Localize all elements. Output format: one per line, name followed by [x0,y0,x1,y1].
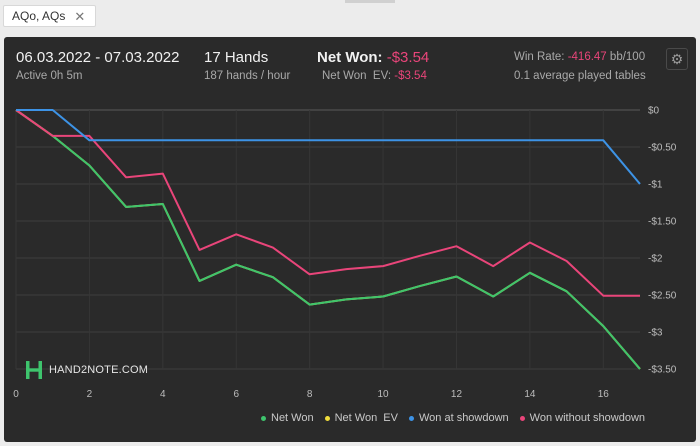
date-range: 06.03.2022 - 07.03.2022 [16,49,180,66]
net-won-value: -$3.54 [386,49,430,66]
x-tick-label: 2 [87,389,93,400]
win-rate-unit: bb/100 [609,51,646,63]
y-tick-label: -$1 [648,180,663,191]
x-tick-label: 8 [307,389,313,400]
x-tick-label: 4 [160,389,166,400]
y-tick-label: $0 [648,106,660,117]
net-won-ev-summary: Net Won EV: -$3.54 [322,70,427,82]
series-layer [15,109,641,370]
series-line-won-at-showdown [16,109,641,185]
legend-label: Won without showdown [529,412,646,424]
win-rate-label: Win Rate: [514,51,565,63]
net-won-summary: Net Won: -$3.54 [317,49,429,66]
legend-dot-icon [408,415,414,421]
win-rate-value: -416.47 [567,51,607,63]
legend-dot-icon [261,415,266,421]
watermark-text: HAND2NOTE.COM [49,364,149,376]
y-tick-label: -$3.50 [648,365,677,376]
y-axis-ticks: $0 -$0.50 -$1 -$1.50 -$2 -$2.50 -$3 -$3.50 [648,106,677,376]
active-time: Active 0h 5m [16,70,83,82]
hand2note-watermark: HAND2NOTE.COM [24,360,148,380]
stats-graph-panel: 06.03.2022 - 07.03.2022 Active 0h 5m 17 … [4,37,696,442]
chart-legend: Net Won Net Won EV Won at showdown Won with… [261,412,645,424]
hand-filter-chip[interactable]: AQo, AQs ✕ [3,5,97,27]
line-chart: $0 -$0.50 -$1 -$1.50 -$2 -$2.50 -$3 -$3.50 0 2 4 6… [13,106,677,401]
top-tab-indicator [345,0,395,3]
net-won-ev-label: Net Won EV: [322,70,392,82]
average-tables: 0.1 average played tables [514,70,646,82]
legend-dot-icon [519,415,525,421]
y-tick-label: -$0.50 [648,143,677,154]
hands-count: 17 Hands [204,49,269,66]
legend-item[interactable]: Won at showdown [408,412,509,424]
hand2note-logo-icon [26,361,42,379]
series-line-net-won-ev [15,109,641,370]
y-tick-label: -$3 [648,328,663,339]
close-icon[interactable]: ✕ [74,8,86,24]
net-won-ev-value: -$3.54 [394,70,427,82]
series-line-net-won [15,109,641,370]
hand-filter-label: AQo, AQs [12,9,66,23]
grid-layer [15,109,640,370]
legend-label: Won at showdown [418,412,509,424]
x-tick-label: 14 [524,389,536,400]
win-rate: Win Rate: -416.47 bb/100 [514,51,645,63]
legend-item[interactable]: Net Won [261,412,314,424]
hands-per-hour: 187 hands / hour [204,70,291,82]
y-tick-label: -$1.50 [648,217,677,228]
legend-item[interactable]: Net Won EV [324,412,398,424]
x-tick-label: 10 [377,389,389,400]
x-axis-ticks: 0 2 4 6 8 10 12 14 16 [13,389,609,400]
y-tick-label: -$2 [648,254,663,265]
legend-label: Net Won [271,412,314,424]
legend-item[interactable]: Won without showdown [519,412,646,424]
series-line-won-without-showdown [15,109,640,297]
gear-icon[interactable]: ⚙ [666,48,688,70]
y-tick-label: -$2.50 [648,291,677,302]
x-tick-label: 6 [233,389,239,400]
x-tick-label: 12 [451,389,463,400]
x-tick-label: 0 [13,389,19,400]
legend-label: Net Won EV [334,412,398,424]
legend-dot-icon [324,415,330,421]
x-tick-label: 16 [598,389,610,400]
net-won-label: Net Won: [317,49,383,66]
